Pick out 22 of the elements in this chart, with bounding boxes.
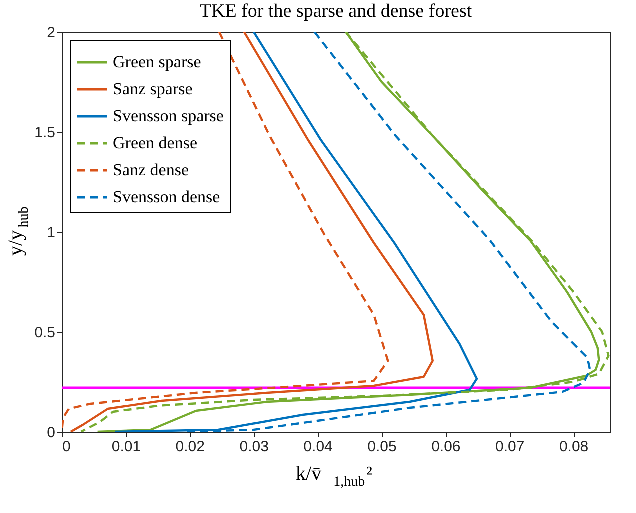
legend-label: Svensson dense [113, 188, 220, 206]
legend-label: Sanz dense [113, 160, 190, 180]
y-tick-label: 1 [47, 224, 56, 242]
y-axis-title: y/yhub [5, 206, 32, 256]
x-tick-label: 0.01 [112, 438, 142, 456]
x-tick-label: 0.08 [559, 438, 589, 456]
x-tick-label: 0.04 [304, 438, 333, 456]
legend-label: Sanz sparse [113, 80, 193, 98]
legend-label: Green sparse [113, 52, 202, 72]
y-tick-label: 1.5 [34, 124, 56, 142]
chart-title: TKE for the sparse and dense forest [200, 1, 473, 22]
y-tick-label: 2 [47, 24, 56, 42]
x-tick-label: 0.07 [496, 438, 525, 456]
x-tick-label: 0.06 [432, 438, 461, 456]
y-tick-label: 0.5 [34, 324, 56, 342]
x-tick-label: 0 [62, 438, 71, 456]
y-tick-label: 0 [47, 424, 56, 442]
legend-label: Svensson sparse [113, 106, 224, 126]
legend-label: Green dense [113, 134, 198, 152]
x-tick-label: 0.03 [240, 438, 269, 456]
x-tick-label: 0.02 [176, 438, 205, 456]
x-tick-label: 0.05 [368, 438, 397, 456]
